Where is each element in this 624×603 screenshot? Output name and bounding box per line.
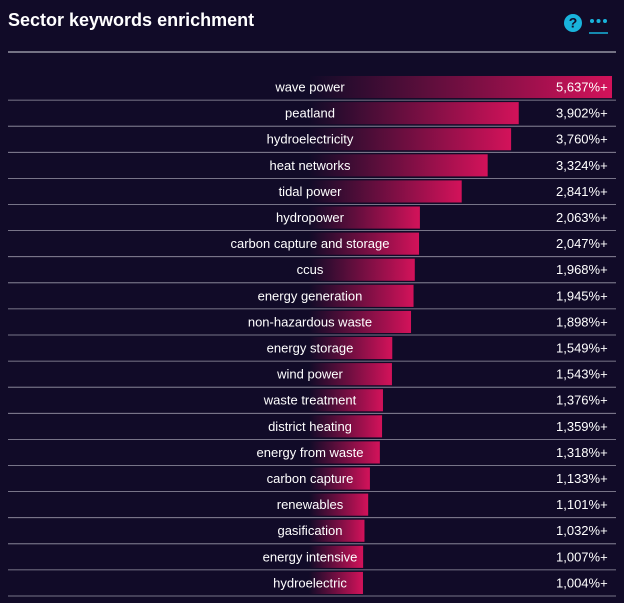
value-label: 1,318%+ xyxy=(556,445,608,460)
category-label: peatland xyxy=(285,106,335,121)
value-label: 1,032%+ xyxy=(556,523,608,538)
value-label: 1,101%+ xyxy=(556,497,608,512)
help-icon[interactable]: ? xyxy=(569,15,578,31)
category-label: energy intensive xyxy=(263,549,358,564)
category-label: hydroelectricity xyxy=(267,132,354,147)
value-label: 3,760%+ xyxy=(556,132,608,147)
bar xyxy=(309,76,612,99)
chart-title: Sector keywords enrichment xyxy=(8,10,254,30)
category-label: carbon capture and storage xyxy=(231,236,390,251)
bar xyxy=(309,363,392,386)
category-label: energy storage xyxy=(267,340,354,355)
category-label: energy from waste xyxy=(257,445,364,460)
category-label: renewables xyxy=(277,497,344,512)
menu-button[interactable] xyxy=(589,19,608,34)
category-label: energy generation xyxy=(258,288,363,303)
category-label: wind power xyxy=(276,367,343,382)
bar xyxy=(309,310,412,333)
bar xyxy=(309,415,383,438)
bar xyxy=(309,180,462,203)
bar xyxy=(309,467,370,490)
value-label: 1,968%+ xyxy=(556,262,608,277)
bar xyxy=(309,154,488,177)
bar xyxy=(309,493,369,516)
category-label: wave power xyxy=(274,79,345,94)
bar xyxy=(309,232,420,255)
category-label: tidal power xyxy=(279,184,343,199)
value-label: 1,004%+ xyxy=(556,575,608,590)
value-label: 3,324%+ xyxy=(556,158,608,173)
category-label: carbon capture xyxy=(267,471,354,486)
bar xyxy=(309,571,363,594)
bar xyxy=(309,519,365,542)
bar xyxy=(309,102,519,125)
category-label: heat networks xyxy=(270,158,351,173)
bar xyxy=(309,441,380,464)
bar xyxy=(309,128,512,151)
bar xyxy=(309,206,420,229)
value-label: 2,841%+ xyxy=(556,184,608,199)
category-label: non-hazardous waste xyxy=(248,314,372,329)
menu-dot[interactable] xyxy=(590,19,594,23)
value-label: 3,902%+ xyxy=(556,106,608,121)
category-label: district heating xyxy=(268,419,352,434)
category-label: ccus xyxy=(297,262,324,277)
value-label: 1,543%+ xyxy=(556,367,608,382)
category-label: hydropower xyxy=(276,210,345,225)
category-label: gasification xyxy=(277,523,342,538)
bar xyxy=(309,337,393,360)
value-label: 1,133%+ xyxy=(556,471,608,486)
help-button[interactable]: ? xyxy=(564,14,582,32)
help-circle[interactable] xyxy=(564,14,582,32)
menu-dot[interactable] xyxy=(603,19,607,23)
value-label: 2,047%+ xyxy=(556,236,608,251)
value-label: 1,359%+ xyxy=(556,419,608,434)
value-label: 1,898%+ xyxy=(556,314,608,329)
category-label: waste treatment xyxy=(263,393,357,408)
value-label: 2,063%+ xyxy=(556,210,608,225)
bar xyxy=(309,284,414,307)
value-label: 1,376%+ xyxy=(556,393,608,408)
bar xyxy=(309,389,383,412)
value-label: 5,637%+ xyxy=(556,79,608,94)
bar xyxy=(309,545,364,568)
value-label: 1,945%+ xyxy=(556,288,608,303)
bar xyxy=(309,258,415,281)
value-label: 1,007%+ xyxy=(556,549,608,564)
value-label: 1,549%+ xyxy=(556,340,608,355)
category-label: hydroelectric xyxy=(273,575,347,590)
menu-dot[interactable] xyxy=(596,19,601,23)
